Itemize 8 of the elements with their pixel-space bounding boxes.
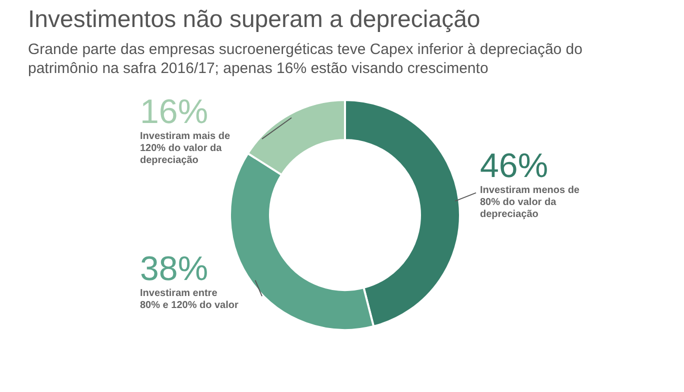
data-label: 38% [140,250,208,288]
chart-subtitle: Grande parte das empresas sucroenergéticas teve Capex inferior à depreciação do patrimônio na safra 2016/17; apenas 16% estão visando crescimento [28,40,584,78]
data-label: 46% [480,146,548,185]
chart-title: Investimentos não superam a depreciação [28,6,480,34]
slice-label: Investiram mais de 120% do valor da depreciação [140,130,230,166]
data-label: 16% [140,92,208,131]
slice-label: Investiram entre 80% e 120% do valor [140,288,238,312]
slice-label: Investiram menos de 80% do valor da depreciação [480,184,580,220]
